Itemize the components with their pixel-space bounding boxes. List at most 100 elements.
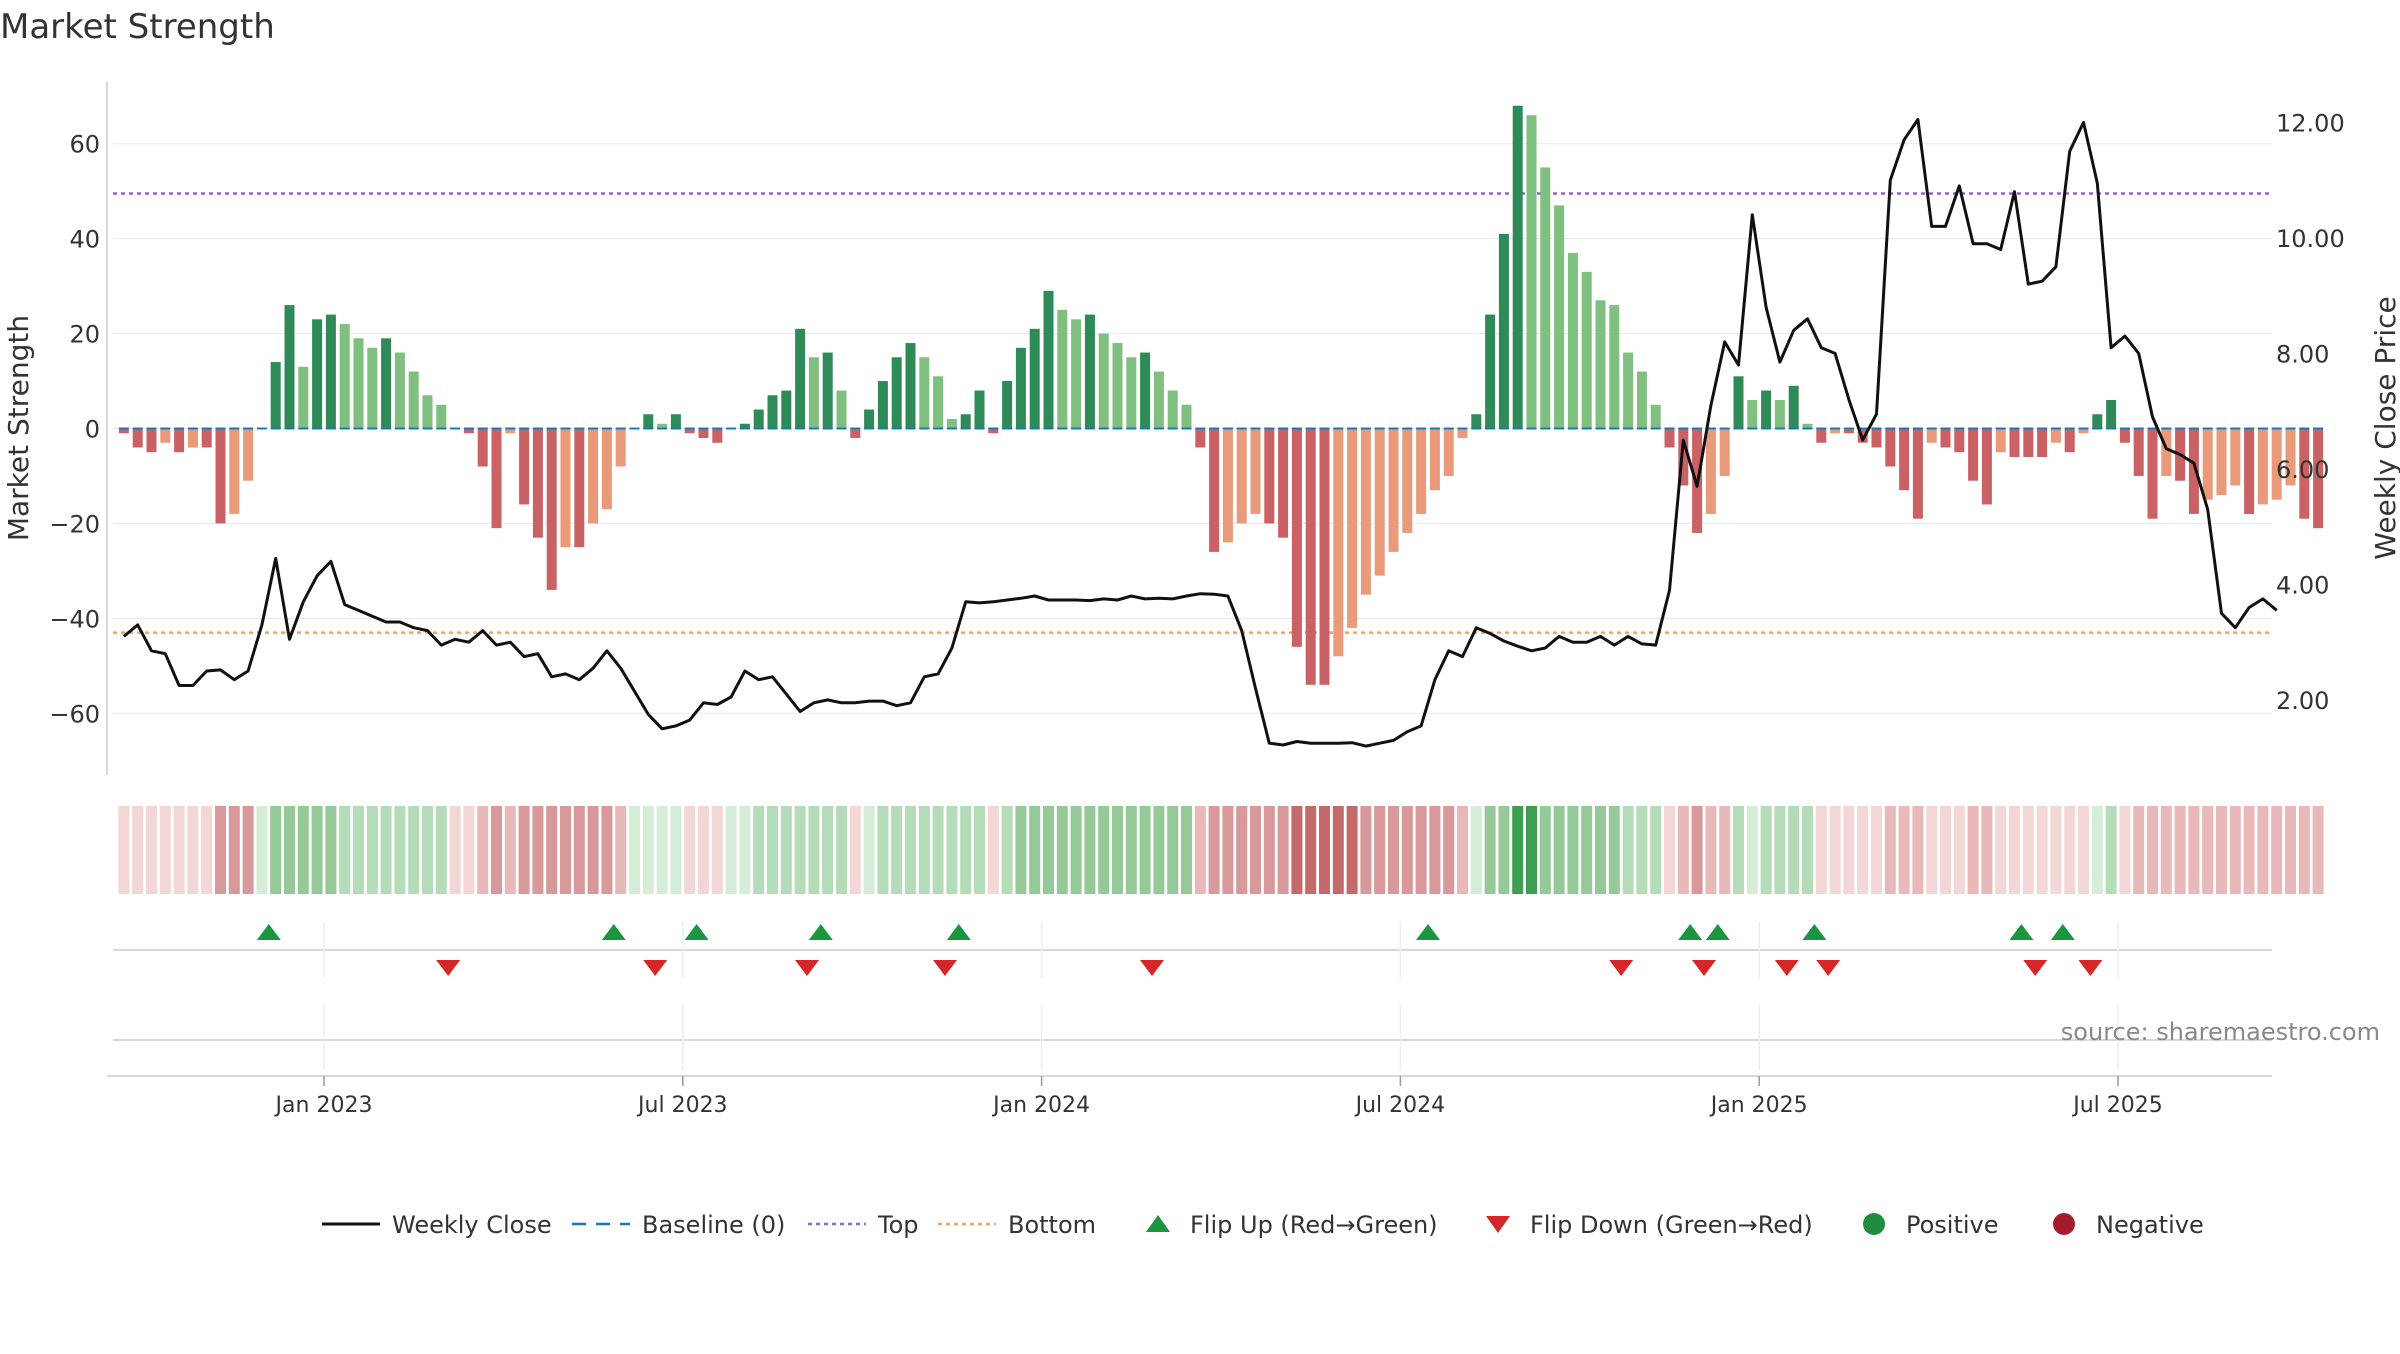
strip-cell [1526,806,1537,894]
strength-bar [1526,115,1537,429]
strip-cell [822,806,834,894]
strength-bar [1333,428,1344,657]
strip-cell [1953,806,1965,894]
y2-tick-label: 12.00 [2276,109,2345,137]
strip-cell [463,806,475,894]
strip-cell [1788,806,1800,894]
strip-cell [1043,806,1054,894]
strip-cell [2285,806,2296,894]
strength-bar [739,423,750,429]
strength-bar [367,347,378,429]
legend: Weekly Close Baseline (0) Top Bottom Flip Up… [322,1211,2204,1239]
strength-bar [767,395,778,429]
strength-bar [1305,428,1316,685]
strength-bar [684,428,695,434]
strip-cell [2160,806,2172,894]
flip-down-marker [1774,960,1799,976]
strength-bar [1250,428,1261,514]
strip-cell [1167,806,1179,894]
strip-cell [132,806,144,894]
strength-bar [463,428,474,434]
strip-cell [2022,806,2034,894]
strip-cell [2202,806,2214,894]
strength-bar [1264,428,1275,524]
weekly-close-polyline [122,118,2278,748]
strip-cell [1194,806,1206,894]
source-label: source: sharemaestro.com [2061,1018,2380,1046]
strength-bar [1374,428,1385,576]
strength-bar [891,357,902,429]
strength-bar [822,352,833,429]
strength-bar [1416,428,1427,514]
strip-cell [1429,806,1441,894]
strip-cell [422,806,433,894]
strip-cell [1636,806,1648,894]
strength-bar [1098,333,1109,429]
strength-bar [2188,428,2199,514]
strip-cell [1774,806,1786,894]
strip-cell [1346,806,1358,894]
y2-tick-label: 10.00 [2276,225,2345,253]
strip-cell [1898,806,1910,894]
strip-cell [684,806,696,894]
strength-bar [560,428,571,548]
strip-cell [408,806,420,894]
strip-cell [270,806,282,894]
strip-cell [1029,806,1041,894]
legend-label: Weekly Close [392,1211,552,1239]
strength-bar [1029,328,1040,429]
strip-cell [587,806,599,894]
strip-cell [2064,806,2076,894]
strip-cell [1553,806,1565,894]
legend-flip-down-icon [1486,1216,1510,1233]
strip-cell [1677,806,1689,894]
flip-down-marker [2078,960,2103,976]
strip-cell [477,806,489,894]
strength-bar [960,414,971,429]
strip-cell [1208,806,1220,894]
strength-bar [2285,428,2296,486]
flip-markers [113,924,2272,1041]
strength-bar [1209,428,1220,552]
strip-cell [1815,806,1827,894]
strength-bar [1636,371,1647,429]
strip-cell [146,806,157,894]
strength-bar [1733,376,1744,429]
flip-down-marker [436,960,461,976]
axes: 60 40 20 0 −20 −40 −60 12.00 10.00 8.00 6.00 4.00 2.… [2,82,2400,775]
strength-bar [422,395,433,429]
strip-cell [1802,806,1813,894]
strip-cell [2009,806,2020,894]
strength-bar [1347,428,1358,628]
strength-bar [1761,390,1772,429]
legend-flip-up-icon [1146,1215,1170,1232]
strip-cell [642,806,654,894]
strength-bar [1940,428,1951,448]
strip-cell [1884,806,1896,894]
strip-cell [1940,806,1951,894]
y-axis-title: Market Strength [2,315,35,541]
x-tick-label: Jul 2023 [636,1093,728,1118]
strength-bar [1926,428,1937,443]
strip-cell [863,806,875,894]
strip-cell [2298,806,2310,894]
flip-up-marker [1802,924,1827,940]
flip-down-marker [1609,960,1634,976]
flip-up-marker [2050,924,2075,940]
strip-cell [1705,806,1717,894]
strip-cell [2229,806,2241,894]
x-tick-label: Jan 2024 [991,1093,1090,1118]
strength-bar [2161,428,2172,476]
flip-down-marker [1692,960,1716,976]
strength-bar [284,305,295,429]
strip-cell [1650,806,1662,894]
strip-cell [670,806,682,894]
strip-cell [1746,806,1758,894]
strength-bar [795,328,806,429]
legend-label: Bottom [1008,1211,1096,1239]
strip-cell [1222,806,1234,894]
strength-bar [2037,428,2048,457]
strip-cell [491,806,502,894]
strength-bar [946,419,957,429]
